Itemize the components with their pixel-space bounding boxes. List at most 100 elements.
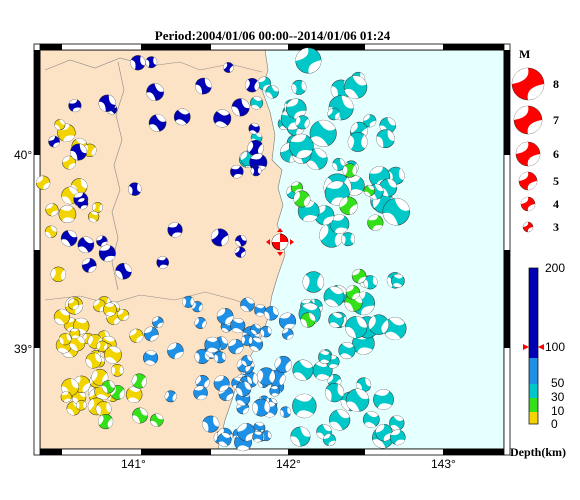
earthquake-marker <box>290 426 311 447</box>
earthquake-marker <box>67 298 80 310</box>
earthquake-marker <box>35 175 51 190</box>
earthquake-marker <box>302 271 325 293</box>
earthquake-marker <box>290 181 303 194</box>
earthquake-marker <box>382 198 410 226</box>
earthquake-marker <box>250 165 262 177</box>
earthquake-marker <box>286 98 307 120</box>
earthquake-marker <box>50 266 66 282</box>
earthquake-marker <box>164 390 177 403</box>
earthquake-marker <box>54 119 66 131</box>
earthquake-marker <box>103 302 117 317</box>
earthquake-marker <box>167 342 184 360</box>
magnitude-legend-label-8: 8 <box>553 77 559 91</box>
depth-tick-10: 10 <box>551 404 565 418</box>
earthquake-marker <box>235 234 247 247</box>
earthquake-marker <box>150 413 164 427</box>
depth-tick-200: 200 <box>545 261 565 275</box>
earthquake-marker <box>62 155 76 170</box>
earthquake-marker <box>373 389 394 410</box>
earthquake-marker <box>264 306 279 321</box>
earthquake-marker <box>241 334 253 346</box>
earthquake-marker <box>293 190 311 208</box>
earthquake-marker <box>152 316 164 328</box>
earthquake-marker <box>376 129 395 149</box>
mechanism-markers <box>35 47 410 452</box>
magnitude-legend-ball-3 <box>522 221 534 233</box>
depth-tick-30: 30 <box>551 390 565 404</box>
earthquake-marker <box>68 99 82 113</box>
earthquake-marker <box>210 228 229 247</box>
earthquake-marker <box>77 236 95 254</box>
lon-label-141: 141° <box>121 457 146 471</box>
latest-event-marker <box>266 228 294 256</box>
earthquake-marker <box>324 382 345 403</box>
earthquake-marker <box>95 401 112 417</box>
earthquake-marker <box>345 316 368 339</box>
earthquake-marker <box>88 211 100 223</box>
earthquake-marker <box>252 431 264 443</box>
earthquake-marker <box>173 108 191 126</box>
earthquake-marker <box>202 415 220 433</box>
earthquake-marker <box>281 328 294 340</box>
earthquake-marker <box>76 197 89 210</box>
earthquake-marker <box>70 143 87 161</box>
earthquake-marker <box>230 164 244 179</box>
depth-bar-deep <box>529 358 538 384</box>
earthquake-marker <box>292 359 314 381</box>
earthquake-marker <box>128 182 142 196</box>
earthquake-marker <box>339 196 358 215</box>
depth-bar-very-deep <box>529 268 538 358</box>
earthquake-marker <box>338 342 356 360</box>
earthquake-marker <box>45 203 59 217</box>
magnitude-legend-label-4: 4 <box>553 197 559 211</box>
earthquake-marker <box>191 301 203 313</box>
earthquake-marker <box>60 230 78 247</box>
earthquake-marker <box>250 323 262 335</box>
earthquake-marker <box>93 299 106 313</box>
earthquake-marker <box>195 77 212 95</box>
earthquake-marker <box>328 312 344 328</box>
earthquake-marker <box>363 275 378 290</box>
earthquake-marker <box>130 55 146 71</box>
earthquake-marker <box>132 407 148 424</box>
earthquake-marker <box>213 375 230 392</box>
earthquake-marker <box>342 163 358 178</box>
depth-tick-100: 100 <box>545 340 565 354</box>
earthquake-marker <box>44 225 58 238</box>
depth-tick-0: 0 <box>551 417 558 431</box>
earthquake-marker <box>231 98 250 117</box>
earthquake-marker <box>129 328 144 343</box>
earthquake-marker <box>250 96 264 110</box>
earthquake-marker <box>204 336 221 353</box>
depth-current-marker-left <box>523 344 529 350</box>
earthquake-marker <box>248 122 260 135</box>
magnitude-legend: M 8 7 6 5 4 3 <box>511 47 559 234</box>
earthquake-marker <box>216 307 234 325</box>
earthquake-marker <box>146 83 164 101</box>
earthquake-marker <box>292 393 317 419</box>
earthquake-marker <box>343 75 368 99</box>
earthquake-marker <box>60 391 72 403</box>
earthquake-marker <box>368 314 389 335</box>
earthquake-marker <box>217 432 232 447</box>
magnitude-legend-label-3: 3 <box>553 220 559 234</box>
earthquake-marker <box>318 350 332 364</box>
lon-label-143: 143° <box>431 457 456 471</box>
lat-label-40: 40° <box>14 148 32 162</box>
earthquake-marker <box>345 388 370 412</box>
earthquake-marker <box>351 268 367 284</box>
earthquake-marker <box>214 351 227 364</box>
earthquake-marker <box>228 338 244 355</box>
earthquake-marker <box>101 380 116 394</box>
earthquake-marker <box>145 56 158 69</box>
depth-legend-title: Depth(km) <box>510 445 566 459</box>
earthquake-marker <box>389 429 406 446</box>
earthquake-marker <box>230 317 246 334</box>
earthquake-marker <box>254 304 267 317</box>
earthquake-marker <box>48 135 60 148</box>
magnitude-legend-header: M <box>519 47 530 61</box>
magnitude-legend-ball-4 <box>520 196 536 212</box>
earthquake-marker <box>167 222 183 238</box>
earthquake-marker <box>148 114 167 132</box>
earthquake-marker <box>81 258 97 273</box>
